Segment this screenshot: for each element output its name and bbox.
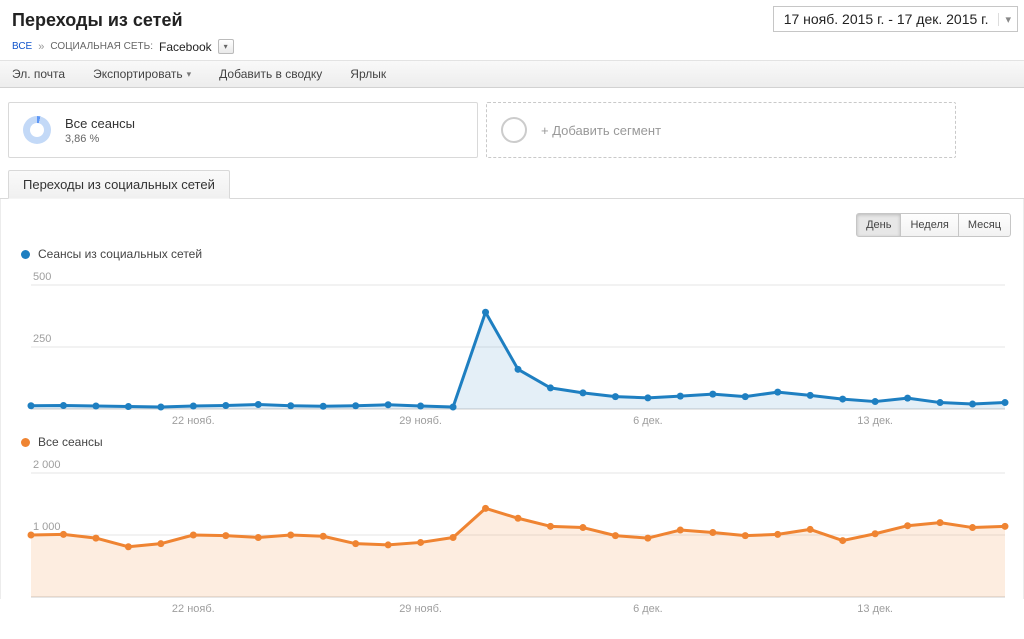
sessions-social-chart[interactable]: 250 500 22 нояб. 29 нояб. 6 дек. 13 дек.: [1, 269, 1024, 429]
breadcrumb-segment-label: СОЦИАЛЬНАЯ СЕТЬ:: [50, 41, 153, 52]
svg-text:22 нояб.: 22 нояб.: [172, 415, 215, 427]
toolbar-item-export[interactable]: Экспортировать ▾: [93, 67, 191, 81]
legend-dot-blue: [21, 249, 30, 259]
segment-all-sessions-card[interactable]: Все сеансы 3,86 %: [8, 102, 478, 158]
page-title: Переходы из сетей: [12, 10, 183, 30]
legend-label-social-sessions: Сеансы из социальных сетей: [38, 247, 203, 261]
toolbar-item-shortcut-label: Ярлык: [350, 67, 387, 81]
date-range-picker[interactable]: 17 нояб. 2015 г. - 17 дек. 2015 г. ▾: [772, 6, 1018, 32]
legend-label-all-sessions: Все сеансы: [38, 435, 103, 449]
toolbar-item-email[interactable]: Эл. почта: [12, 67, 65, 81]
segment-percent: 3,86 %: [65, 132, 100, 145]
toolbar-item-add-to-dashboard-label: Добавить в сводку: [219, 67, 323, 81]
toolbar-item-shortcut[interactable]: Ярлык: [350, 67, 386, 81]
segment-title: Все сеансы: [65, 115, 135, 131]
tab-social-referrals[interactable]: Переходы из социальных сетей: [8, 170, 230, 199]
add-segment-circle-icon: [501, 117, 527, 143]
toolbar: Эл. почта Экспортировать ▾ Добавить в св…: [0, 60, 1024, 88]
svg-text:22 нояб.: 22 нояб.: [172, 603, 215, 615]
date-range-text: 17 нояб. 2015 г. - 17 дек. 2015 г.: [783, 11, 989, 27]
chevron-down-icon: ▾: [223, 42, 228, 51]
svg-text:13 дек.: 13 дек.: [857, 603, 893, 615]
breadcrumb-separator: »: [38, 40, 45, 53]
svg-text:29 нояб.: 29 нояб.: [399, 415, 442, 427]
granularity-week-button[interactable]: Неделя: [900, 213, 959, 237]
header: Переходы из сетей 17 нояб. 2015 г. - 17 …: [0, 0, 1024, 32]
svg-text:2 000: 2 000: [33, 459, 61, 471]
tab-bar: Переходы из социальных сетей: [0, 170, 1024, 199]
segment-donut-icon: [23, 116, 51, 144]
breadcrumb-all-link[interactable]: ВСЕ: [12, 41, 33, 52]
chevron-down-icon: ▾: [998, 12, 1011, 26]
legend-social-sessions: Сеансы из социальных сетей: [21, 199, 1023, 261]
add-segment-label: + Добавить сегмент: [541, 122, 662, 138]
toolbar-item-export-label: Экспортировать: [93, 67, 183, 81]
all-sessions-chart[interactable]: 1 000 2 000 22 нояб. 29 нояб. 6 дек. 13 дек.: [1, 457, 1024, 617]
granularity-month-button[interactable]: Месяц: [957, 213, 1011, 237]
segments-row: Все сеансы 3,86 % + Добавить сегмент: [0, 88, 1024, 168]
legend-all-sessions: Все сеансы: [21, 435, 1023, 449]
granularity-button-group: День Неделя Месяц: [856, 213, 1011, 237]
segment-dropdown-button[interactable]: ▾: [217, 39, 234, 54]
toolbar-item-email-label: Эл. почта: [12, 67, 66, 81]
report-panel: День Неделя Месяц Сеансы из социальных с…: [0, 199, 1024, 615]
svg-text:6 дек.: 6 дек.: [633, 603, 663, 615]
breadcrumb-segment-value: Facebook: [158, 39, 212, 54]
toolbar-item-add-to-dashboard[interactable]: Добавить в сводку: [219, 67, 322, 81]
svg-text:13 дек.: 13 дек.: [857, 415, 893, 427]
breadcrumb: ВСЕ » СОЦИАЛЬНАЯ СЕТЬ: Facebook ▾: [0, 31, 1024, 60]
add-segment-button[interactable]: + Добавить сегмент: [486, 102, 956, 158]
svg-text:6 дек.: 6 дек.: [633, 415, 663, 427]
svg-text:500: 500: [33, 271, 51, 283]
svg-text:29 нояб.: 29 нояб.: [399, 603, 442, 615]
legend-dot-orange: [21, 437, 30, 447]
svg-text:1 000: 1 000: [33, 521, 61, 533]
svg-text:250: 250: [33, 333, 51, 345]
granularity-day-button[interactable]: День: [856, 213, 902, 237]
chevron-down-icon: ▾: [186, 68, 192, 79]
